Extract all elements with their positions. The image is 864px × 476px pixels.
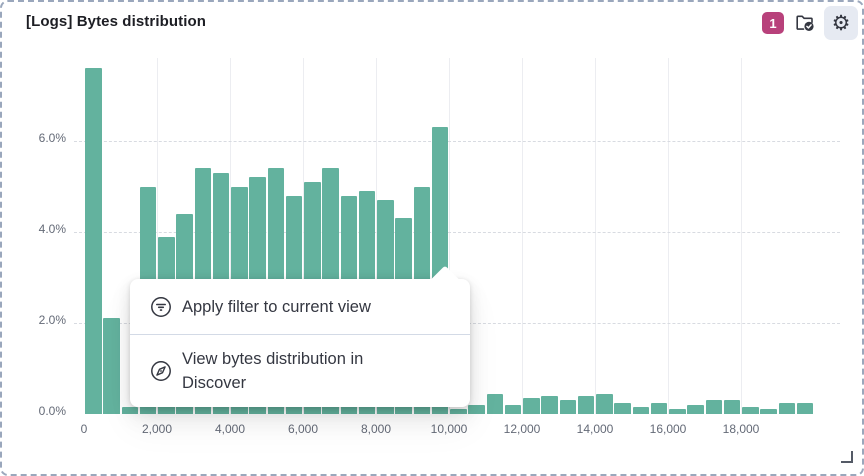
panel-title[interactable]: [Logs] Bytes distribution: [26, 13, 206, 30]
histogram-bar[interactable]: [669, 409, 686, 414]
vertical-gridline: [449, 58, 450, 414]
menu-item-label: View bytes distribution in Discover: [182, 350, 364, 392]
folder-check-icon: [794, 11, 816, 36]
menu-item-label: Apply filter to current view: [182, 297, 371, 316]
x-axis-tick-label: 12,000: [503, 422, 541, 436]
x-axis-tick-label: 2,000: [141, 422, 173, 436]
histogram-bar[interactable]: [103, 318, 120, 414]
filter-count-badge[interactable]: 1: [762, 12, 784, 34]
histogram-bar[interactable]: [632, 407, 649, 414]
histogram-bar[interactable]: [796, 402, 814, 414]
y-axis-tick-label: 0.0%: [38, 404, 66, 418]
histogram-bar[interactable]: [559, 400, 576, 414]
histogram-bar[interactable]: [486, 393, 503, 414]
histogram-bar[interactable]: [523, 398, 540, 414]
x-axis-tick-label: 14,000: [576, 422, 614, 436]
horizontal-gridline: [74, 141, 840, 142]
vertical-gridline: [303, 58, 304, 414]
x-axis-tick-label: 10,000: [430, 422, 468, 436]
histogram-bar[interactable]: [121, 407, 138, 414]
vertical-gridline: [595, 58, 596, 414]
x-axis-tick-label: 4,000: [214, 422, 246, 436]
y-axis-tick-label: 6.0%: [38, 131, 66, 145]
histogram-bar[interactable]: [705, 400, 722, 414]
histogram-bar[interactable]: [577, 395, 595, 414]
y-axis-tick-label: 4.0%: [38, 222, 66, 236]
vertical-gridline: [376, 58, 377, 414]
panel-settings-button[interactable]: ⚙: [824, 6, 858, 40]
panel-resize-handle[interactable]: [841, 451, 853, 463]
x-axis-tick-label: 8,000: [360, 422, 392, 436]
x-axis-tick-label: 0: [80, 422, 88, 436]
compass-icon: [150, 360, 172, 382]
histogram-bar[interactable]: [614, 402, 631, 414]
vertical-gridline: [522, 58, 523, 414]
histogram-bar[interactable]: [742, 407, 759, 414]
vertical-gridline: [668, 58, 669, 414]
panel-context-menu: Apply filter to current view View bytes …: [130, 265, 470, 407]
x-axis-tick-label: 6,000: [287, 422, 319, 436]
menu-item-view-in-discover[interactable]: View bytes distribution in Discover: [130, 335, 470, 407]
horizontal-gridline: [74, 232, 840, 233]
histogram-bar[interactable]: [450, 409, 467, 414]
x-axis-tick-label: 18,000: [722, 422, 760, 436]
vertical-gridline: [157, 58, 158, 414]
saved-object-button[interactable]: [790, 8, 820, 38]
y-axis-tick-label: 2.0%: [38, 313, 66, 327]
histogram-bar[interactable]: [504, 404, 522, 414]
histogram-bar[interactable]: [760, 409, 777, 414]
histogram-bar[interactable]: [778, 402, 795, 414]
menu-item-apply-filter[interactable]: Apply filter to current view: [130, 279, 470, 335]
x-axis-tick-label: 16,000: [649, 422, 687, 436]
filter-icon: [150, 296, 172, 318]
histogram-bar[interactable]: [687, 404, 704, 414]
histogram-bar[interactable]: [468, 404, 485, 414]
vertical-gridline: [741, 58, 742, 414]
histogram-bar[interactable]: [541, 395, 558, 414]
histogram-bar[interactable]: [650, 402, 668, 414]
gear-icon: ⚙: [831, 11, 851, 35]
histogram-bar[interactable]: [596, 393, 613, 414]
histogram-bar[interactable]: [85, 68, 102, 414]
panel-header-controls: 1 ⚙: [762, 6, 858, 40]
vertical-gridline: [230, 58, 231, 414]
histogram-bar[interactable]: [723, 400, 741, 414]
